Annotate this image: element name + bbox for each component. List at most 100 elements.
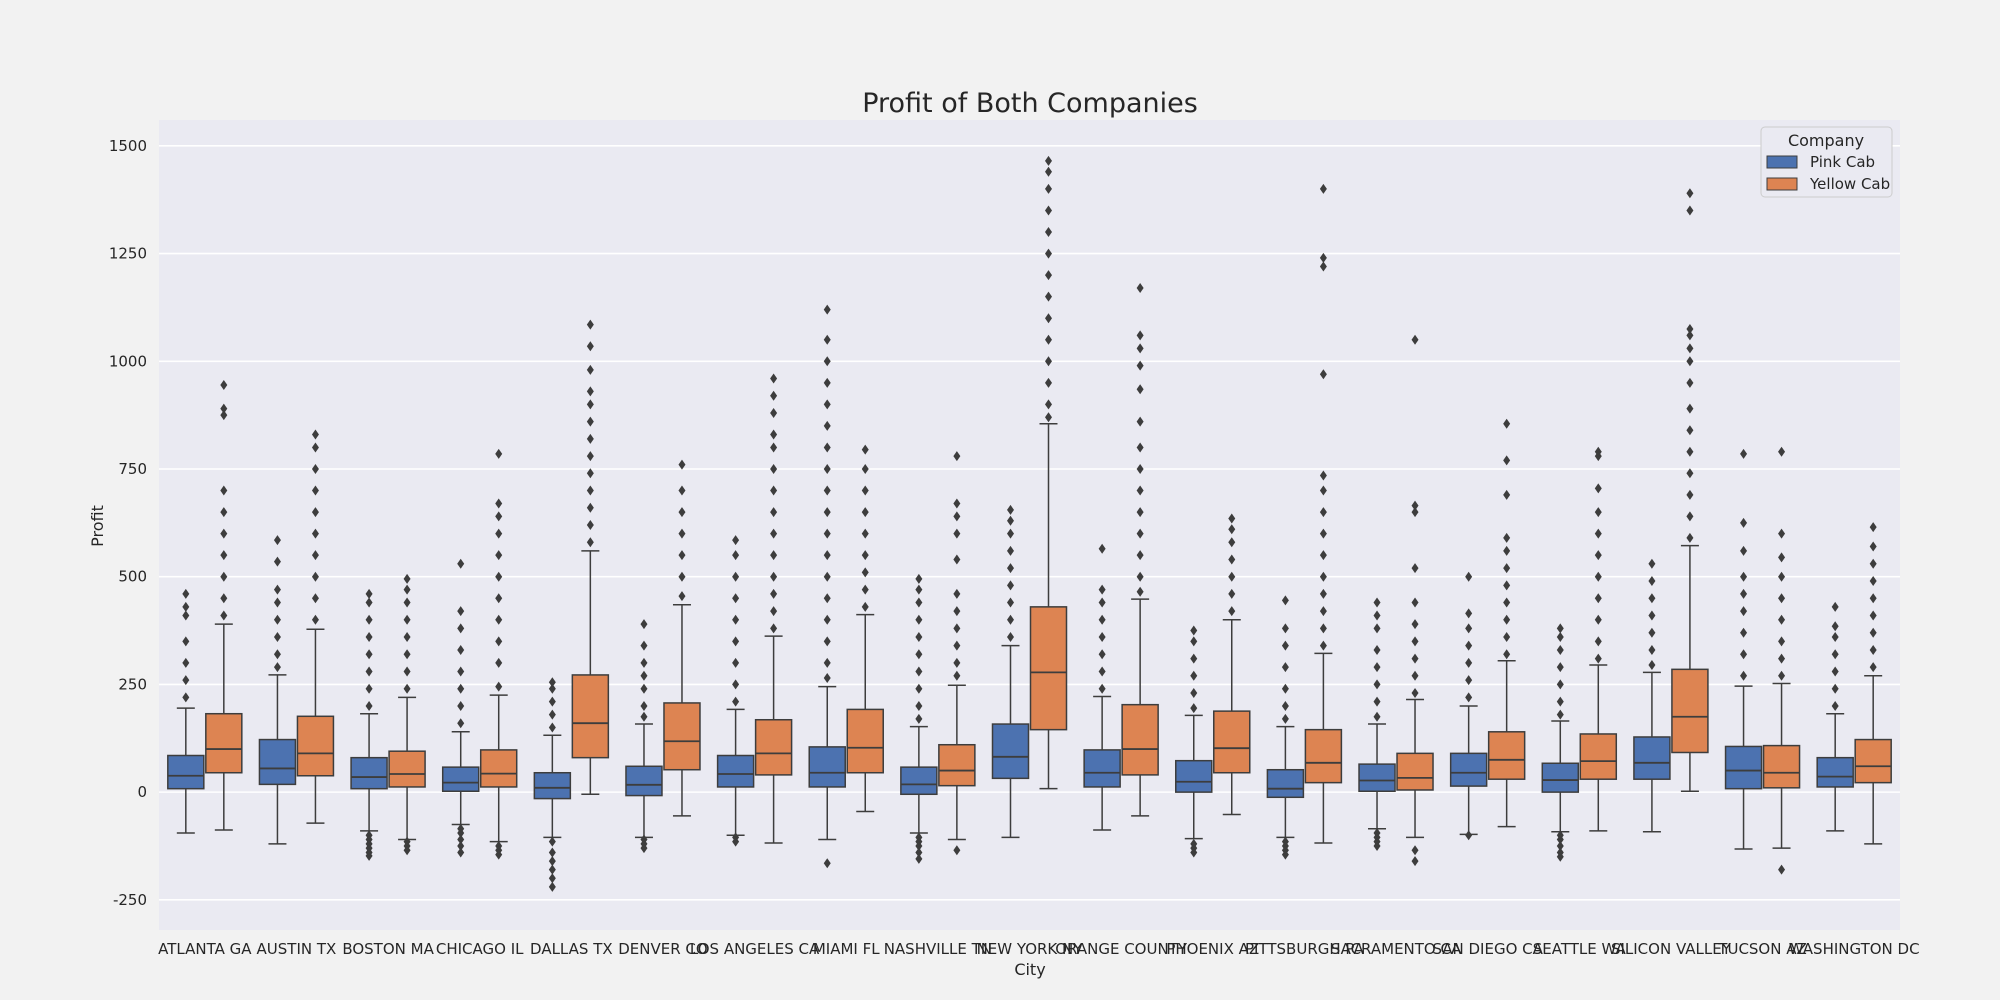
- box-iqr: [716, 754, 755, 788]
- outlier-point: [823, 356, 831, 367]
- outlier-point: [678, 528, 686, 539]
- outlier-point: [1136, 343, 1144, 354]
- outlier-point: [1319, 470, 1327, 481]
- box-iqr: [1175, 759, 1213, 793]
- box-pink-cab-san-diego-ca: [1449, 571, 1488, 841]
- outlier-point: [770, 623, 778, 634]
- outlier-point: [915, 713, 923, 724]
- outlier-point: [1373, 610, 1381, 621]
- outlier-point: [365, 588, 373, 599]
- outlier-point: [220, 410, 228, 421]
- box-iqr: [296, 715, 335, 777]
- outlier-point: [640, 670, 648, 681]
- outlier-point: [823, 593, 831, 604]
- outlier-point: [1136, 571, 1144, 582]
- outlier-point: [365, 649, 373, 660]
- outlier-point: [273, 556, 281, 567]
- outlier-point: [457, 666, 465, 677]
- outlier-point: [548, 873, 556, 884]
- outlier-point: [495, 593, 503, 604]
- outlier-point: [403, 573, 411, 584]
- box-iqr: [1449, 752, 1488, 787]
- outlier-point: [1319, 183, 1327, 194]
- outlier-point: [823, 614, 831, 625]
- outlier-point: [182, 601, 190, 612]
- outlier-point: [1778, 528, 1786, 539]
- outlier-point: [1594, 483, 1602, 494]
- outlier-point: [548, 709, 556, 720]
- outlier-point: [1136, 442, 1144, 453]
- outlier-point: [1045, 356, 1052, 367]
- outlier-point: [1098, 543, 1106, 554]
- outlier-point: [1411, 507, 1419, 518]
- outlier-point: [1648, 644, 1656, 655]
- outlier-point: [640, 711, 648, 722]
- outlier-point: [403, 683, 411, 694]
- outlier-point: [1373, 696, 1381, 707]
- outlier-point: [953, 498, 961, 509]
- outlier-point: [1556, 632, 1564, 643]
- outlier-point: [586, 319, 594, 330]
- box-yellow-cab-boston-ma: [388, 573, 426, 856]
- outlier-point: [1740, 649, 1748, 660]
- outlier-point: [1556, 662, 1564, 673]
- outlier-point: [1045, 227, 1052, 238]
- box-pink-cab-denver-co: [625, 619, 663, 854]
- outlier-point: [770, 373, 778, 384]
- box-pink-cab-chicago-il: [441, 558, 480, 858]
- box-pink-cab-austin-tx: [258, 535, 297, 845]
- outlier-point: [1411, 619, 1419, 630]
- outlier-point: [548, 722, 556, 733]
- outlier-point: [1556, 696, 1564, 707]
- outlier-point: [1319, 606, 1327, 617]
- box-yellow-cab-chicago-il: [479, 448, 518, 860]
- box-yellow-cab-san-diego-ca: [1487, 418, 1526, 828]
- outlier-point: [182, 610, 190, 621]
- outlier-point: [678, 571, 686, 582]
- outlier-point: [1373, 840, 1381, 851]
- outlier-point: [770, 588, 778, 599]
- outlier-point: [1136, 360, 1144, 371]
- outlier-point: [586, 520, 594, 530]
- outlier-point: [823, 507, 831, 518]
- outlier-point: [220, 379, 228, 390]
- outlier-point: [732, 535, 740, 546]
- outlier-point: [1190, 847, 1198, 858]
- outlier-point: [220, 571, 228, 582]
- box-yellow-cab-austin-tx: [296, 429, 335, 824]
- outlier-point: [915, 649, 923, 660]
- outlier-point: [495, 636, 503, 647]
- outlier-point: [1686, 356, 1694, 367]
- outlier-point: [548, 847, 556, 858]
- outlier-point: [1594, 507, 1602, 518]
- outlier-point: [220, 507, 228, 518]
- y-tick-label: 1250: [109, 245, 147, 263]
- outlier-point: [1686, 330, 1694, 341]
- outlier-point: [457, 834, 465, 845]
- outlier-point: [732, 614, 740, 625]
- outlier-point: [1465, 692, 1473, 703]
- outlier-point: [640, 619, 648, 630]
- x-tick-label: WASHINGTON DC: [1789, 940, 1920, 958]
- outlier-point: [1831, 666, 1839, 677]
- box-yellow-cab-pittsburgh-pa: [1304, 183, 1343, 844]
- outlier-point: [1740, 448, 1748, 459]
- outlier-point: [1007, 614, 1014, 625]
- outlier-point: [1411, 653, 1419, 664]
- outlier-point: [403, 614, 411, 625]
- box-iqr: [1396, 752, 1434, 791]
- outlier-point: [1373, 662, 1381, 673]
- outlier-point: [1190, 670, 1198, 681]
- outlier-point: [953, 640, 961, 651]
- outlier-point: [311, 593, 319, 604]
- outlier-point: [770, 571, 778, 582]
- outlier-point: [1373, 623, 1381, 634]
- outlier-point: [823, 672, 831, 683]
- outlier-point: [1007, 504, 1014, 515]
- outlier-point: [457, 847, 465, 858]
- outlier-point: [586, 537, 594, 548]
- outlier-point: [1869, 662, 1877, 673]
- outlier-point: [220, 485, 228, 496]
- outlier-point: [732, 836, 740, 847]
- outlier-point: [1190, 703, 1198, 714]
